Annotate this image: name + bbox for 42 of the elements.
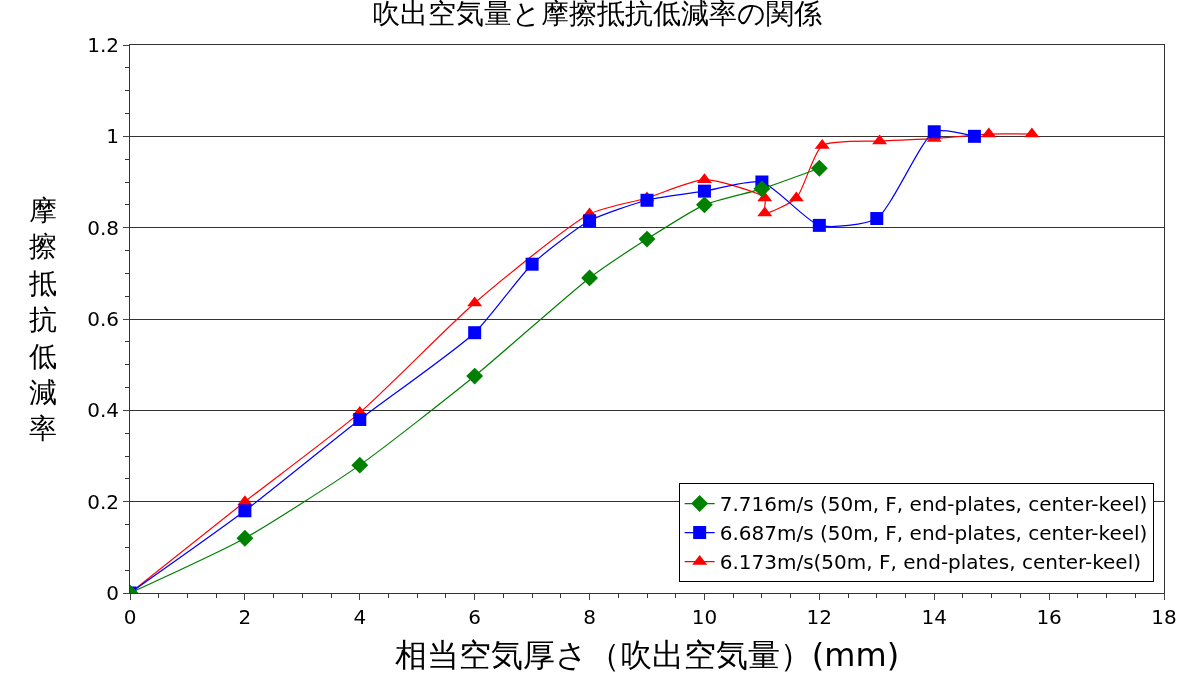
point: [583, 214, 597, 228]
y-tick-label: 0.4: [87, 398, 119, 423]
point: [927, 125, 941, 139]
point: [810, 159, 828, 177]
point: [697, 184, 711, 198]
point: [638, 230, 656, 248]
point: [640, 193, 654, 207]
point: [236, 529, 254, 547]
point: [351, 456, 369, 474]
y-tick-label: 1: [106, 124, 119, 149]
x-tick-label: 10: [691, 605, 718, 629]
point: [525, 257, 539, 271]
point: [353, 412, 367, 426]
x-tick-label: 14: [921, 605, 947, 629]
y-tick-label: 0.8: [87, 215, 119, 240]
legend-label: 6.173m/s(50m, F, end-plates, center-keel): [719, 550, 1142, 575]
x-tick-label: 18: [1151, 605, 1177, 629]
point: [753, 180, 771, 198]
point: [468, 326, 482, 340]
point: [870, 212, 884, 226]
y-tick-label: 0: [106, 581, 119, 605]
x-tick-label: 4: [353, 605, 367, 629]
x-axis-title: 相当空気厚さ（吹出空気量）(mm): [394, 635, 900, 674]
x-tick-label: 8: [583, 605, 596, 629]
legend-label: 7.716m/s (50m, F, end-plates, center-keel): [719, 492, 1148, 517]
x-tick-label: 12: [806, 605, 833, 629]
point: [812, 218, 826, 232]
y-tick-label: 0.2: [87, 489, 119, 514]
chart-title: 吹出空気量と摩擦抵抗低減率の関係: [372, 0, 822, 30]
point: [967, 129, 981, 143]
point: [581, 269, 599, 287]
x-tick-label: 0: [123, 605, 137, 629]
y-axis-title: 摩擦抵抗低減率: [28, 194, 57, 446]
x-tick-label: 2: [238, 605, 252, 629]
x-tick-label: 16: [1036, 605, 1062, 629]
x-tick-label: 6: [468, 605, 482, 629]
point: [238, 504, 252, 518]
point: [695, 196, 713, 214]
y-tick-label: 0.6: [87, 307, 119, 331]
legend-label: 6.687m/s (50m, F, end-plates, center-keel): [719, 521, 1148, 546]
point: [466, 367, 484, 385]
y-tick-label: 1.2: [87, 33, 119, 57]
